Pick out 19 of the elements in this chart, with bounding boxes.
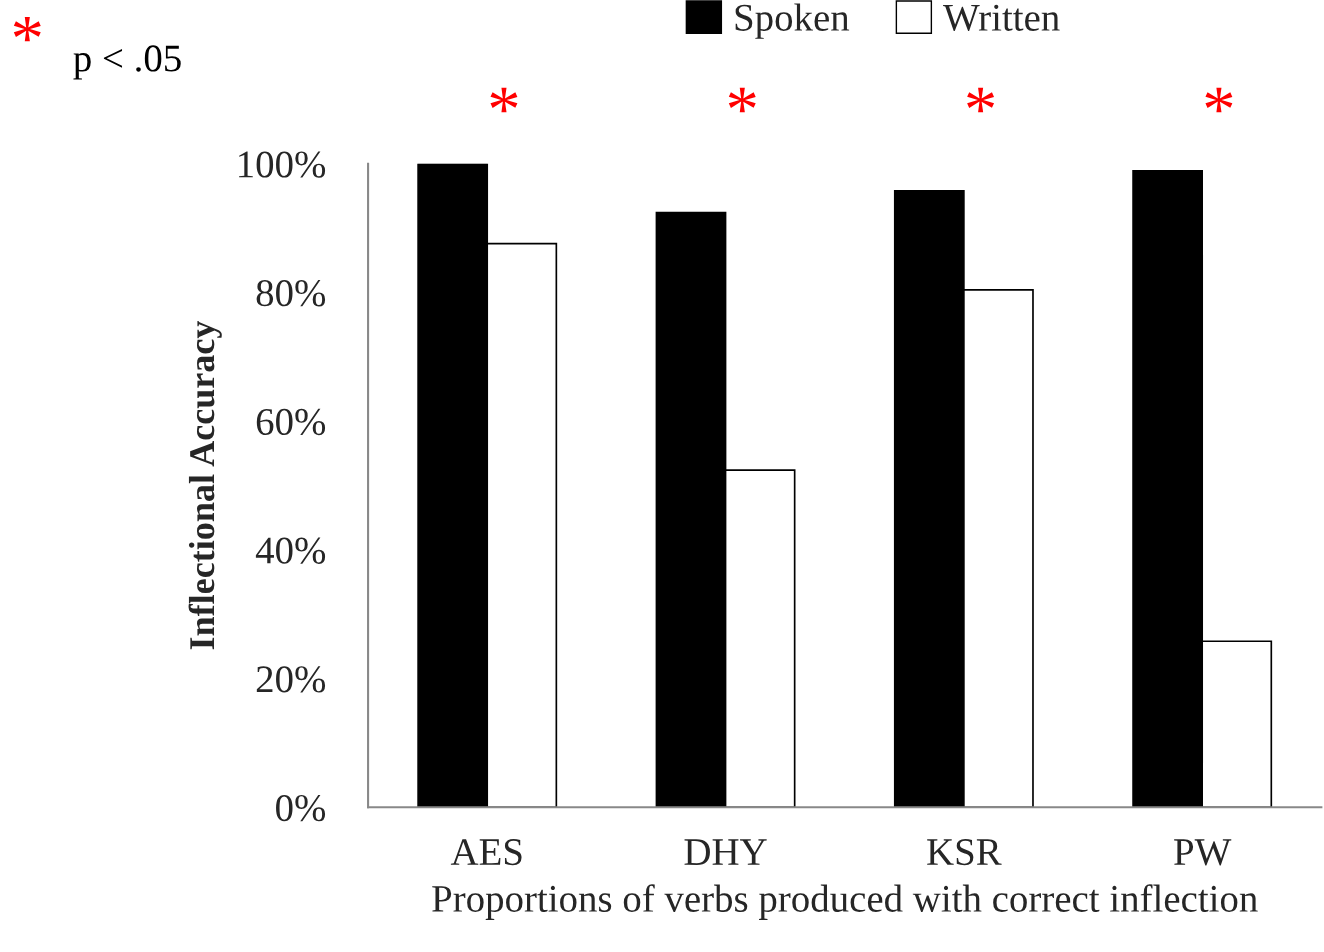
- y-tick-label: 100%: [239, 151, 326, 178]
- y-tick-label: 40%: [255, 537, 326, 564]
- text: * p < .05: [13, 16, 181, 80]
- x-tick-label: KSR: [927, 839, 1002, 866]
- y-axis-title: Inflectional Accuracy: [188, 320, 222, 650]
- text: *: [728, 87, 756, 113]
- text: *: [490, 87, 518, 113]
- y-tick-label: 80%: [256, 280, 326, 307]
- legend-label: Written: [943, 4, 1060, 32]
- legend-label: Spoken: [735, 3, 850, 39]
- y-tick-label: 0%: [276, 794, 326, 822]
- x-tick-label: AES: [450, 839, 522, 866]
- x-tick-label: DHY: [684, 839, 767, 865]
- y-tick-label: 60%: [256, 408, 326, 436]
- text: *: [967, 87, 995, 113]
- text: *: [1205, 87, 1233, 113]
- x-axis-title: Proportions of verbs produced with correct inflection: [432, 884, 1258, 920]
- x-tick-label: PW: [1174, 839, 1232, 866]
- y-tick-label: 20%: [256, 666, 326, 693]
